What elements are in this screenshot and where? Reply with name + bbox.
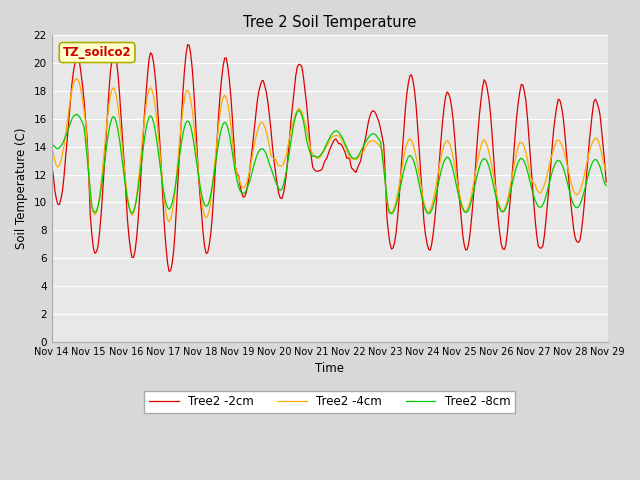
Tree2 -4cm [165,219,173,225]
Tree2 -4cm [575,191,582,196]
Tree2 -8cm [295,108,303,113]
Line: Tree2 -8cm: Tree2 -8cm [52,110,606,214]
Tree2 -2cm [48,162,56,168]
X-axis label: Time: Time [316,362,344,375]
Tree2 -8cm [116,138,124,144]
Tree2 -4cm [72,76,80,82]
Tree2 -8cm [602,183,610,189]
Tree2 -2cm [244,182,252,188]
Tree2 -2cm [116,92,124,98]
Tree2 -8cm [388,211,396,216]
Tree2 -8cm [575,204,582,210]
Tree2 -2cm [184,42,191,48]
Tree2 -2cm [293,64,301,70]
Tree2 -4cm [117,132,125,138]
Line: Tree2 -2cm: Tree2 -2cm [52,45,606,271]
Tree2 -2cm [575,240,582,245]
Tree2 -2cm [165,268,173,274]
Tree2 -4cm [244,176,252,181]
Tree2 -8cm [213,151,221,156]
Legend: Tree2 -2cm, Tree2 -4cm, Tree2 -8cm: Tree2 -2cm, Tree2 -4cm, Tree2 -8cm [145,391,515,413]
Tree2 -4cm [48,144,56,150]
Tree2 -4cm [235,175,243,180]
Tree2 -8cm [48,142,56,147]
Tree2 -2cm [602,179,610,185]
Tree2 -4cm [602,168,610,174]
Tree2 -2cm [216,93,224,98]
Title: Tree 2 Soil Temperature: Tree 2 Soil Temperature [243,15,417,30]
Tree2 -8cm [241,190,248,196]
Text: TZ_soilco2: TZ_soilco2 [63,46,131,59]
Tree2 -4cm [293,108,301,113]
Tree2 -8cm [232,170,239,176]
Y-axis label: Soil Temperature (C): Soil Temperature (C) [15,128,28,249]
Tree2 -4cm [216,110,224,116]
Tree2 -2cm [235,173,243,179]
Line: Tree2 -4cm: Tree2 -4cm [52,79,606,222]
Tree2 -8cm [291,120,298,125]
